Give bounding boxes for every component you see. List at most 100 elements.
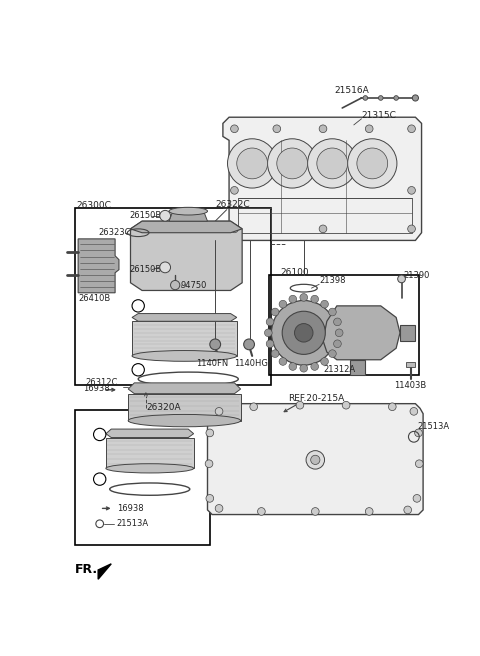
Text: 16938: 16938: [83, 384, 109, 393]
Text: 2: 2: [136, 365, 141, 375]
Circle shape: [308, 139, 357, 188]
Circle shape: [357, 148, 388, 179]
Text: REF.20-215A: REF.20-215A: [288, 394, 345, 403]
Circle shape: [250, 403, 258, 411]
Text: 1140FN: 1140FN: [196, 359, 228, 368]
Circle shape: [205, 460, 213, 468]
Polygon shape: [323, 306, 400, 359]
Circle shape: [415, 460, 423, 468]
Polygon shape: [132, 314, 237, 321]
Circle shape: [311, 295, 319, 303]
Polygon shape: [98, 564, 111, 579]
Bar: [75, 410, 210, 544]
Circle shape: [94, 428, 106, 441]
Circle shape: [132, 363, 144, 376]
Text: 1: 1: [136, 301, 141, 310]
Circle shape: [408, 225, 415, 233]
Bar: [128, 394, 240, 420]
Circle shape: [363, 96, 368, 100]
Circle shape: [237, 148, 267, 179]
Circle shape: [215, 504, 223, 512]
Circle shape: [264, 329, 272, 337]
Circle shape: [410, 407, 418, 415]
Circle shape: [311, 455, 320, 464]
Circle shape: [244, 339, 254, 350]
Polygon shape: [400, 325, 415, 340]
Circle shape: [336, 329, 343, 337]
Circle shape: [342, 401, 350, 409]
Circle shape: [365, 508, 373, 516]
Text: 21516A: 21516A: [335, 86, 369, 94]
Bar: [75, 208, 271, 385]
Circle shape: [388, 403, 396, 411]
Polygon shape: [128, 383, 240, 394]
Bar: [238, 198, 411, 233]
Text: 2: 2: [97, 475, 102, 483]
Circle shape: [258, 508, 265, 516]
Circle shape: [306, 451, 324, 469]
Polygon shape: [78, 239, 119, 293]
Circle shape: [206, 495, 214, 502]
Circle shape: [415, 429, 422, 437]
Text: 16938: 16938: [117, 504, 143, 513]
Circle shape: [228, 139, 277, 188]
Circle shape: [321, 300, 328, 308]
Circle shape: [266, 340, 274, 348]
Circle shape: [300, 364, 308, 372]
Circle shape: [296, 401, 304, 409]
Circle shape: [412, 95, 419, 101]
Polygon shape: [207, 403, 423, 514]
Circle shape: [282, 311, 325, 354]
Circle shape: [334, 340, 341, 348]
Polygon shape: [131, 221, 242, 291]
Ellipse shape: [132, 350, 237, 361]
Circle shape: [319, 125, 327, 133]
Polygon shape: [131, 221, 242, 233]
Circle shape: [94, 473, 106, 485]
Ellipse shape: [128, 415, 240, 427]
Bar: [269, 275, 419, 375]
Ellipse shape: [106, 464, 193, 473]
Circle shape: [210, 339, 221, 350]
Circle shape: [334, 318, 341, 326]
Circle shape: [132, 300, 144, 312]
Text: 26410B: 26410B: [78, 294, 110, 302]
Circle shape: [404, 506, 411, 514]
Circle shape: [317, 148, 348, 179]
Circle shape: [206, 429, 214, 437]
Circle shape: [230, 125, 238, 133]
Text: 26320A: 26320A: [146, 403, 180, 412]
Text: 26150B: 26150B: [129, 265, 161, 274]
Text: 1: 1: [97, 430, 102, 439]
Text: 26312C: 26312C: [86, 379, 118, 388]
Circle shape: [273, 125, 281, 133]
Circle shape: [279, 358, 287, 365]
Circle shape: [289, 363, 297, 371]
Circle shape: [271, 300, 336, 365]
Text: 21315C: 21315C: [361, 111, 396, 120]
Circle shape: [295, 323, 313, 342]
Text: 94750: 94750: [180, 281, 207, 289]
Text: 21390: 21390: [404, 270, 430, 279]
Circle shape: [160, 211, 170, 221]
Circle shape: [398, 275, 406, 283]
Circle shape: [378, 96, 383, 100]
Circle shape: [365, 125, 373, 133]
Text: 21513A: 21513A: [417, 422, 449, 431]
Circle shape: [312, 508, 319, 516]
Circle shape: [230, 225, 238, 233]
Text: 26150B: 26150B: [129, 211, 161, 220]
Circle shape: [408, 186, 415, 194]
Circle shape: [271, 308, 279, 316]
Circle shape: [215, 407, 223, 415]
Circle shape: [319, 225, 327, 233]
Circle shape: [271, 350, 279, 358]
Circle shape: [277, 148, 308, 179]
Circle shape: [321, 358, 328, 365]
Polygon shape: [106, 429, 193, 438]
Bar: [132, 321, 237, 356]
Text: 26100: 26100: [281, 268, 309, 277]
Circle shape: [300, 293, 308, 301]
Bar: [106, 438, 193, 468]
Text: 26323C: 26323C: [98, 228, 131, 237]
